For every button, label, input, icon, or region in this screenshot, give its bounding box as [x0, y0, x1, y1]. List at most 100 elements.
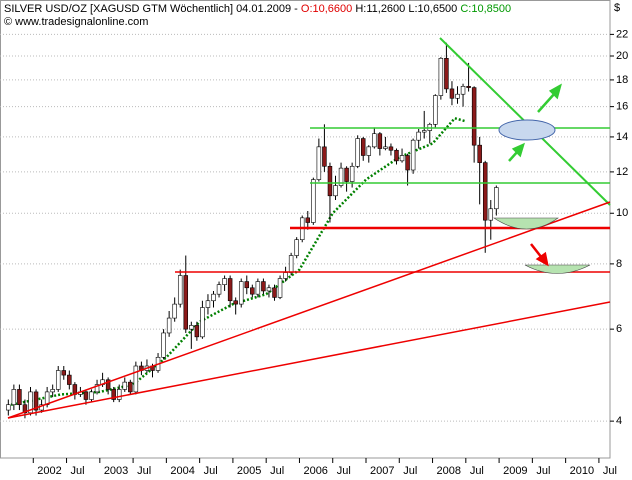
candle-body [11, 389, 17, 406]
candle-body [449, 88, 455, 99]
y-tick-label: 6 [616, 323, 622, 335]
candle-body [183, 275, 189, 330]
x-tick-label: 2003 [104, 465, 128, 477]
candle-body [177, 275, 183, 305]
candle-body [50, 389, 55, 393]
candle-body [28, 391, 33, 414]
candle-body [294, 239, 299, 256]
candle-body [17, 389, 22, 406]
candle-body [455, 93, 460, 99]
x-tick-label: 2005 [237, 465, 261, 477]
candle-body [128, 381, 133, 393]
target-zone [493, 217, 559, 230]
y-tick-label: 18 [616, 74, 628, 86]
candle-body [89, 391, 94, 400]
candle-body [238, 281, 244, 305]
header-low: L:10,6500 [408, 3, 457, 15]
trend-line [7, 201, 611, 419]
candle-body [316, 146, 322, 180]
candle-body [288, 255, 294, 273]
candle-body [272, 287, 277, 298]
candle-body [355, 138, 360, 167]
x-tick-label: 2009 [503, 465, 527, 477]
candle-body [283, 272, 288, 279]
candle-body [377, 133, 383, 149]
candle-body [133, 365, 139, 393]
candle-body [466, 85, 471, 88]
y-tick-label: 12 [616, 166, 628, 178]
candle-body [67, 374, 72, 385]
candle-body [488, 208, 494, 221]
candle-body [261, 281, 266, 292]
candle-body [6, 404, 11, 411]
arrow-up [508, 83, 562, 162]
candle-body [327, 165, 333, 197]
candle-body [482, 162, 488, 221]
candle-body [333, 185, 338, 197]
y-tick-label: 4 [616, 415, 622, 427]
candle-body [227, 278, 233, 302]
candle-body [444, 57, 449, 90]
candle-body [433, 95, 438, 125]
marks [6, 42, 499, 419]
candle-body [94, 384, 100, 393]
candle-body [33, 391, 39, 411]
candle-body [83, 391, 89, 400]
candle-body [438, 57, 444, 96]
x-tick-label: Jul [536, 465, 550, 477]
candle-body [250, 287, 255, 295]
candle-body [349, 165, 355, 182]
candle-body [200, 307, 205, 338]
candle-body [366, 146, 372, 156]
candle-body [194, 325, 200, 338]
candle-body [410, 139, 416, 171]
candle-body [399, 155, 405, 162]
x-tick-label: Jul [270, 465, 284, 477]
x-tick-label: Jul [470, 465, 484, 477]
copyright: © www.tradesignalonline.com [4, 16, 148, 28]
x-tick-label: 2002 [37, 465, 61, 477]
y-tick-label: 14 [616, 131, 628, 143]
y-tick-label: 10 [616, 207, 628, 219]
header: SILVER USD/OZ [XAGUSD GTM Wöchentlich] 0… [4, 3, 511, 15]
candle-body [383, 146, 388, 149]
candle-body [55, 370, 61, 390]
candle-body [344, 167, 349, 182]
candle-body [360, 138, 366, 156]
candle-body [266, 287, 272, 292]
y-tick-label: 20 [616, 50, 628, 62]
candle-body [216, 284, 222, 295]
candle-body [388, 146, 394, 151]
candle-body [166, 317, 172, 334]
y-tick-label: 8 [616, 258, 622, 270]
candle-body [22, 404, 28, 414]
header-high: H:11,2600 [355, 3, 405, 15]
candle-body [111, 389, 116, 400]
header-symbol: SILVER USD/OZ [XAGUSD GTM Wöchentlich] 0… [4, 3, 301, 15]
x-tick-label: 2006 [303, 465, 327, 477]
candle-body [161, 332, 166, 358]
x-tick-label: 2008 [437, 465, 461, 477]
candle-body [311, 179, 316, 223]
x-tick-label: Jul [204, 465, 218, 477]
candle-body [222, 278, 227, 285]
moving-average [10, 116, 467, 406]
x-tick-label: Jul [71, 465, 85, 477]
candle-body [477, 144, 482, 163]
candle-body [305, 217, 311, 223]
x-tick-label: Jul [137, 465, 151, 477]
trend-line [7, 301, 611, 419]
candle-body [205, 300, 211, 308]
candle-body [405, 155, 410, 171]
candle-body [172, 303, 177, 319]
candle-body [61, 370, 67, 376]
x-tick-label: Jul [603, 465, 617, 477]
x-tick-label: 2004 [170, 465, 194, 477]
candle-body [244, 281, 250, 289]
arrow-down [530, 243, 549, 267]
candle-body [322, 146, 327, 167]
candle-body [421, 130, 427, 133]
candle-body [277, 278, 283, 298]
x-tick-label: 2007 [370, 465, 394, 477]
